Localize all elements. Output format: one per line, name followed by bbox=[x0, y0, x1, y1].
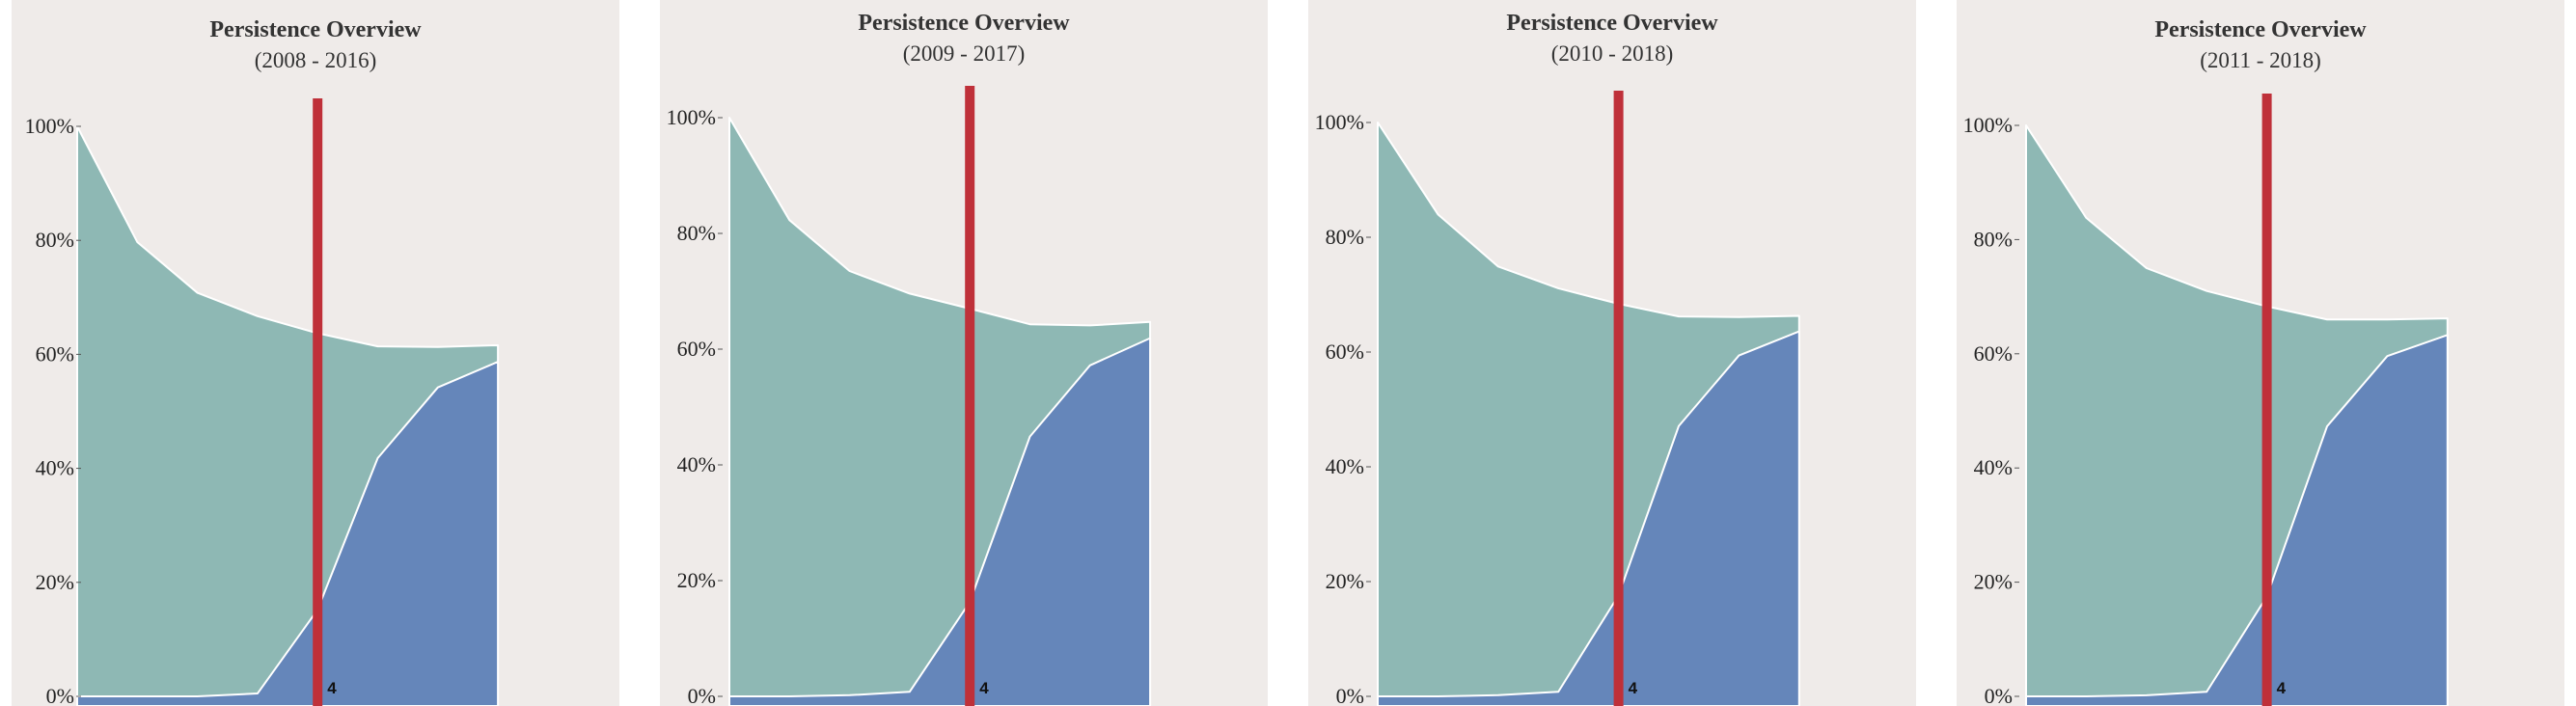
y-tick-label: 60% bbox=[677, 337, 716, 361]
area-chart-1: 0% 20% 40% 60% 80% 100% 4 bbox=[25, 98, 500, 706]
chart-title: Persistence Overview bbox=[1506, 11, 1718, 36]
y-tick-label: 80% bbox=[1326, 225, 1364, 249]
y-tick-label: 100% bbox=[667, 105, 716, 129]
chart-title: Persistence Overview bbox=[2154, 17, 2367, 42]
chart-panel-2: Persistence Overview (2009 - 2017) 0% 20%… bbox=[660, 0, 1268, 706]
chart-subtitle: (2009 - 2017) bbox=[902, 41, 1026, 66]
area-chart-4: 0% 20% 40% 60% 80% 100% 4 bbox=[1963, 94, 2449, 706]
y-tick-label: 60% bbox=[36, 341, 74, 366]
area-chart-3: 0% 20% 40% 60% 80% 100% 4 bbox=[1315, 91, 1800, 706]
y-tick-label: 40% bbox=[1326, 454, 1364, 478]
marker-label: 4 bbox=[1629, 679, 1638, 697]
y-tick-label: 80% bbox=[36, 228, 74, 252]
chart-panel-1: Persistence Overview (2008 - 2016) 0% 20%… bbox=[12, 0, 619, 706]
y-tick-label: 80% bbox=[1974, 227, 2013, 251]
y-tick-label: 100% bbox=[25, 114, 74, 138]
marker-label: 4 bbox=[979, 679, 989, 697]
y-tick-label: 100% bbox=[1315, 110, 1364, 134]
chart-title-block: Persistence Overview (2009 - 2017) bbox=[660, 9, 1268, 68]
y-tick-label: 100% bbox=[1963, 113, 2013, 137]
y-tick-label: 40% bbox=[36, 456, 74, 480]
y-tick-label: 20% bbox=[1974, 570, 2013, 594]
marker-line bbox=[2261, 94, 2272, 706]
y-tick-label: 60% bbox=[1974, 341, 2013, 366]
y-tick-label: 0% bbox=[688, 684, 716, 706]
chart-title-block: Persistence Overview (2010 - 2018) bbox=[1308, 9, 1916, 68]
y-tick-label: 20% bbox=[1326, 569, 1364, 593]
y-tick-label: 20% bbox=[36, 570, 74, 594]
marker-line bbox=[313, 98, 323, 706]
area-chart-2: 0% 20% 40% 60% 80% 100% 4 bbox=[667, 86, 1152, 706]
y-tick-label: 60% bbox=[1326, 339, 1364, 364]
chart-title: Persistence Overview bbox=[858, 11, 1070, 36]
y-tick-label: 0% bbox=[1985, 684, 2013, 706]
chart-subtitle: (2008 - 2016) bbox=[254, 48, 377, 72]
chart-panel-3: Persistence Overview (2010 - 2018) 0% 20%… bbox=[1308, 0, 1916, 706]
marker-label: 4 bbox=[327, 679, 337, 697]
y-tick-label: 40% bbox=[677, 452, 716, 476]
chart-title: Persistence Overview bbox=[209, 17, 422, 42]
chart-title-block: Persistence Overview (2008 - 2016) bbox=[12, 15, 619, 75]
chart-title-block: Persistence Overview (2011 - 2018) bbox=[1957, 15, 2564, 75]
y-tick-label: 80% bbox=[677, 221, 716, 245]
y-tick-label: 20% bbox=[677, 568, 716, 592]
marker-label: 4 bbox=[2277, 679, 2287, 697]
marker-line bbox=[965, 86, 975, 706]
y-tick-label: 0% bbox=[1336, 684, 1364, 706]
y-tick-label: 0% bbox=[46, 684, 74, 706]
chart-subtitle: (2011 - 2018) bbox=[2200, 48, 2321, 72]
chart-panel-4: Persistence Overview (2011 - 2018) 0% 20%… bbox=[1957, 0, 2564, 706]
marker-line bbox=[1613, 91, 1624, 706]
y-tick-label: 40% bbox=[1974, 455, 2013, 479]
chart-subtitle: (2010 - 2018) bbox=[1550, 41, 1674, 66]
